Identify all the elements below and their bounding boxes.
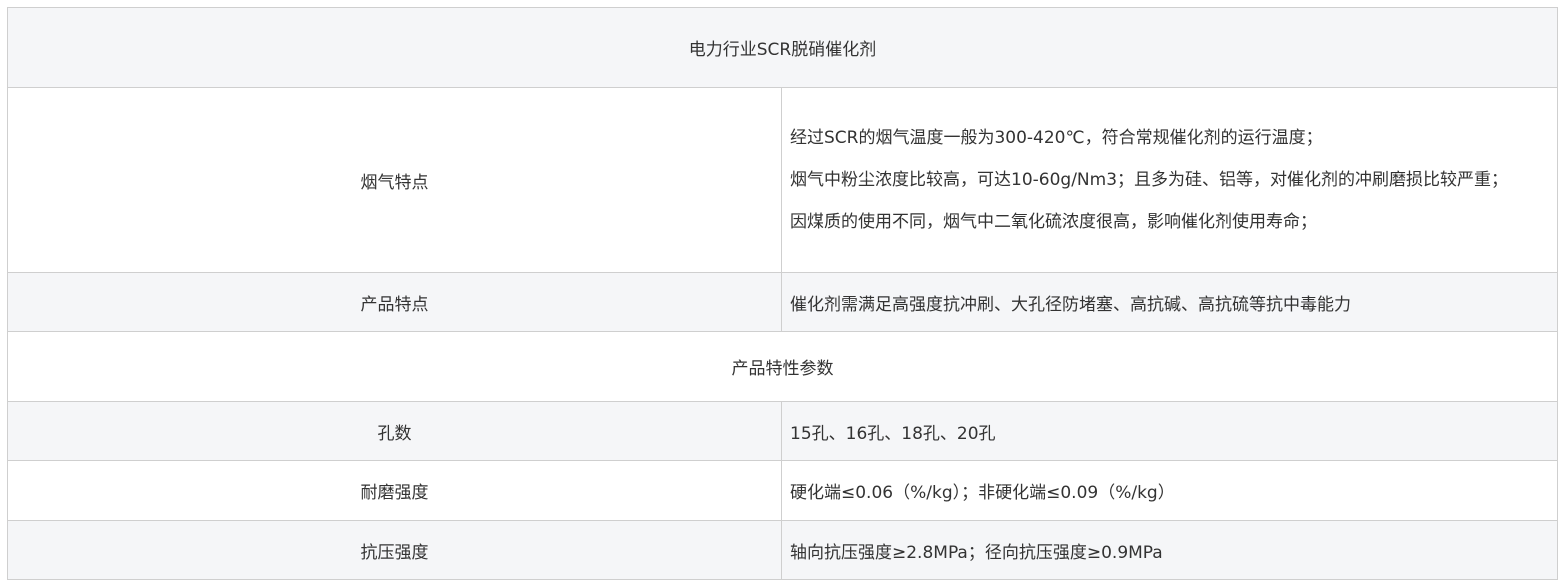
table-row: 耐磨强度 硬化端≤0.06（%/kg）；非硬化端≤0.09（%/kg） bbox=[7, 460, 1558, 521]
flue-gas-line: 烟气中粉尘浓度比较高，可达10-60g/Nm3；且多为硅、铝等，对催化剂的冲刷磨… bbox=[790, 170, 1509, 190]
row-label: 产品特点 bbox=[7, 272, 782, 332]
table-row: 抗压强度 轴向抗压强度≥2.8MPa；径向抗压强度≥0.9MPa bbox=[7, 520, 1558, 580]
section-title: 产品特性参数 bbox=[7, 331, 1558, 402]
flue-gas-line: 经过SCR的烟气温度一般为300-420℃，符合常规催化剂的运行温度； bbox=[790, 128, 1323, 148]
table-row: 烟气特点 经过SCR的烟气温度一般为300-420℃，符合常规催化剂的运行温度；… bbox=[7, 87, 1558, 273]
row-value: 15孔、16孔、18孔、20孔 bbox=[781, 401, 1558, 461]
catalyst-spec-table: 电力行业SCR脱硝催化剂 烟气特点 经过SCR的烟气温度一般为300-420℃，… bbox=[7, 7, 1558, 580]
row-value: 经过SCR的烟气温度一般为300-420℃，符合常规催化剂的运行温度； 烟气中粉… bbox=[781, 87, 1558, 273]
flue-gas-line: 因煤质的使用不同，烟气中二氧化硫浓度很高，影响催化剂使用寿命； bbox=[790, 212, 1317, 232]
row-label: 烟气特点 bbox=[7, 87, 782, 273]
row-value: 硬化端≤0.06（%/kg）；非硬化端≤0.09（%/kg） bbox=[781, 460, 1558, 521]
row-label: 孔数 bbox=[7, 401, 782, 461]
row-label: 抗压强度 bbox=[7, 520, 782, 580]
row-value: 催化剂需满足高强度抗冲刷、大孔径防堵塞、高抗碱、高抗硫等抗中毒能力 bbox=[781, 272, 1558, 332]
title-row: 电力行业SCR脱硝催化剂 bbox=[7, 7, 1558, 88]
table-row: 产品特点 催化剂需满足高强度抗冲刷、大孔径防堵塞、高抗碱、高抗硫等抗中毒能力 bbox=[7, 272, 1558, 332]
row-label: 耐磨强度 bbox=[7, 460, 782, 521]
row-value: 轴向抗压强度≥2.8MPa；径向抗压强度≥0.9MPa bbox=[781, 520, 1558, 580]
section-row: 产品特性参数 bbox=[7, 331, 1558, 402]
table-title: 电力行业SCR脱硝催化剂 bbox=[7, 7, 1558, 88]
table-row: 孔数 15孔、16孔、18孔、20孔 bbox=[7, 401, 1558, 461]
